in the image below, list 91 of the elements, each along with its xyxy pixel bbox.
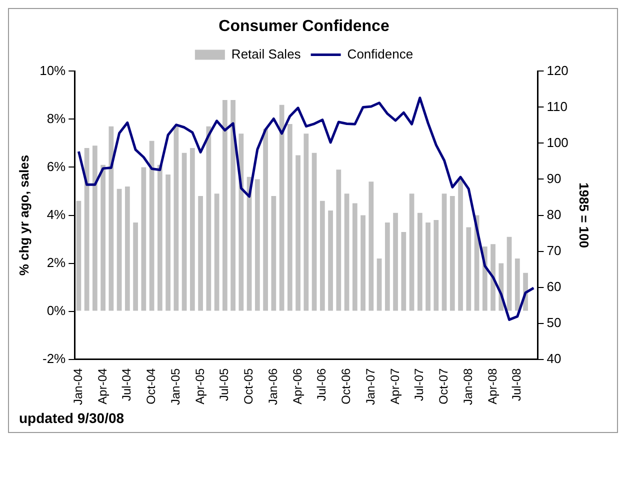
y-tick-label: 10% <box>40 62 66 78</box>
bar <box>174 126 179 311</box>
bar <box>368 182 374 311</box>
bar <box>328 210 333 311</box>
x-tick-label: Oct-07 <box>436 368 451 404</box>
bar <box>238 134 244 311</box>
y2-tick-label: 90 <box>546 170 562 186</box>
bar <box>434 220 439 311</box>
y2-tick-label: 70 <box>546 242 562 258</box>
text: updated 9/30/08 <box>18 409 126 428</box>
bar <box>198 196 203 311</box>
x-tick-label: Apr-07 <box>388 368 402 404</box>
y2-axis-title: 1985 = 100 <box>576 182 592 248</box>
bar <box>417 212 422 311</box>
x-tick-label: Jan-07 <box>363 368 378 406</box>
bar <box>100 164 106 311</box>
x-tick-label: Jul-07 <box>412 368 426 401</box>
x-tick-label: Jan-05 <box>168 368 182 406</box>
bar <box>254 179 260 311</box>
x-tick-label: Oct-04 <box>144 368 158 404</box>
y-axis-title: % chg yr ago, sales <box>16 154 32 276</box>
y2-tick-label: 120 <box>546 62 568 78</box>
bar <box>182 152 187 311</box>
legend-label: Retail Sales <box>231 46 302 62</box>
y2-tick-label: 50 <box>546 314 562 330</box>
bar <box>296 155 300 311</box>
x-tick-label: Apr-08 <box>485 368 500 404</box>
bar <box>76 200 82 311</box>
bar <box>376 258 382 311</box>
bar <box>149 140 154 311</box>
bar <box>312 152 317 311</box>
bar <box>409 194 414 311</box>
chart-title: Consumer Confidence <box>218 18 390 36</box>
y2-tick-label: 80 <box>546 206 562 222</box>
bar <box>157 164 162 311</box>
bar <box>166 174 170 311</box>
bar <box>401 232 406 311</box>
bar <box>108 126 114 311</box>
y-tick-label: 4% <box>46 206 66 222</box>
bar <box>271 196 276 311</box>
bar <box>287 124 292 311</box>
y-tick-label: -2% <box>42 350 66 366</box>
x-tick-label: Apr-06 <box>290 368 304 404</box>
bar <box>458 179 463 311</box>
bar <box>490 244 496 311</box>
bar <box>344 194 350 311</box>
x-tick-label: Jul-04 <box>120 368 134 401</box>
y-tick-label: 2% <box>46 254 66 270</box>
bar <box>426 222 430 311</box>
bar <box>263 128 268 311</box>
x-tick-label: Jul-05 <box>217 368 232 401</box>
x-tick-label: Jan-04 <box>70 368 85 406</box>
bar <box>514 258 520 311</box>
bar <box>466 227 472 311</box>
bar <box>360 215 366 311</box>
bar <box>279 104 284 311</box>
y2-tick-label: 100 <box>546 134 568 150</box>
bar <box>336 170 342 311</box>
bar <box>320 200 325 311</box>
bar <box>506 236 512 311</box>
y2-tick-label: 40 <box>546 350 562 366</box>
y-tick-label: 6% <box>46 158 66 174</box>
bar <box>124 186 130 311</box>
bar <box>352 203 358 311</box>
bar <box>230 100 236 311</box>
x-tick-label: Jul-06 <box>314 368 329 401</box>
bar <box>214 194 220 311</box>
x-tick-label: Oct-05 <box>242 368 256 404</box>
bar <box>393 212 398 311</box>
x-tick-label: Jan-06 <box>266 368 280 406</box>
x-tick-label: Apr-05 <box>192 368 207 404</box>
bar <box>222 100 228 311</box>
x-tick-label: Apr-04 <box>95 368 110 404</box>
bar <box>304 134 309 311</box>
bar <box>450 196 455 311</box>
legend-label: Confidence <box>347 46 414 62</box>
bar <box>442 194 447 311</box>
bar <box>206 126 212 311</box>
y-tick-label: 0% <box>46 302 66 318</box>
bar <box>116 188 122 311</box>
bar <box>190 148 195 311</box>
bar <box>92 146 98 311</box>
bar <box>384 222 390 311</box>
y2-tick-label: 60 <box>546 278 562 294</box>
y2-tick-label: 110 <box>546 98 568 114</box>
bar <box>141 167 146 311</box>
x-tick-label: Jan-08 <box>460 368 475 406</box>
y-tick-label: 8% <box>46 110 66 126</box>
bar <box>133 222 138 311</box>
x-tick-label: Oct-06 <box>339 368 354 404</box>
x-tick-label: Jul-08 <box>510 368 524 401</box>
